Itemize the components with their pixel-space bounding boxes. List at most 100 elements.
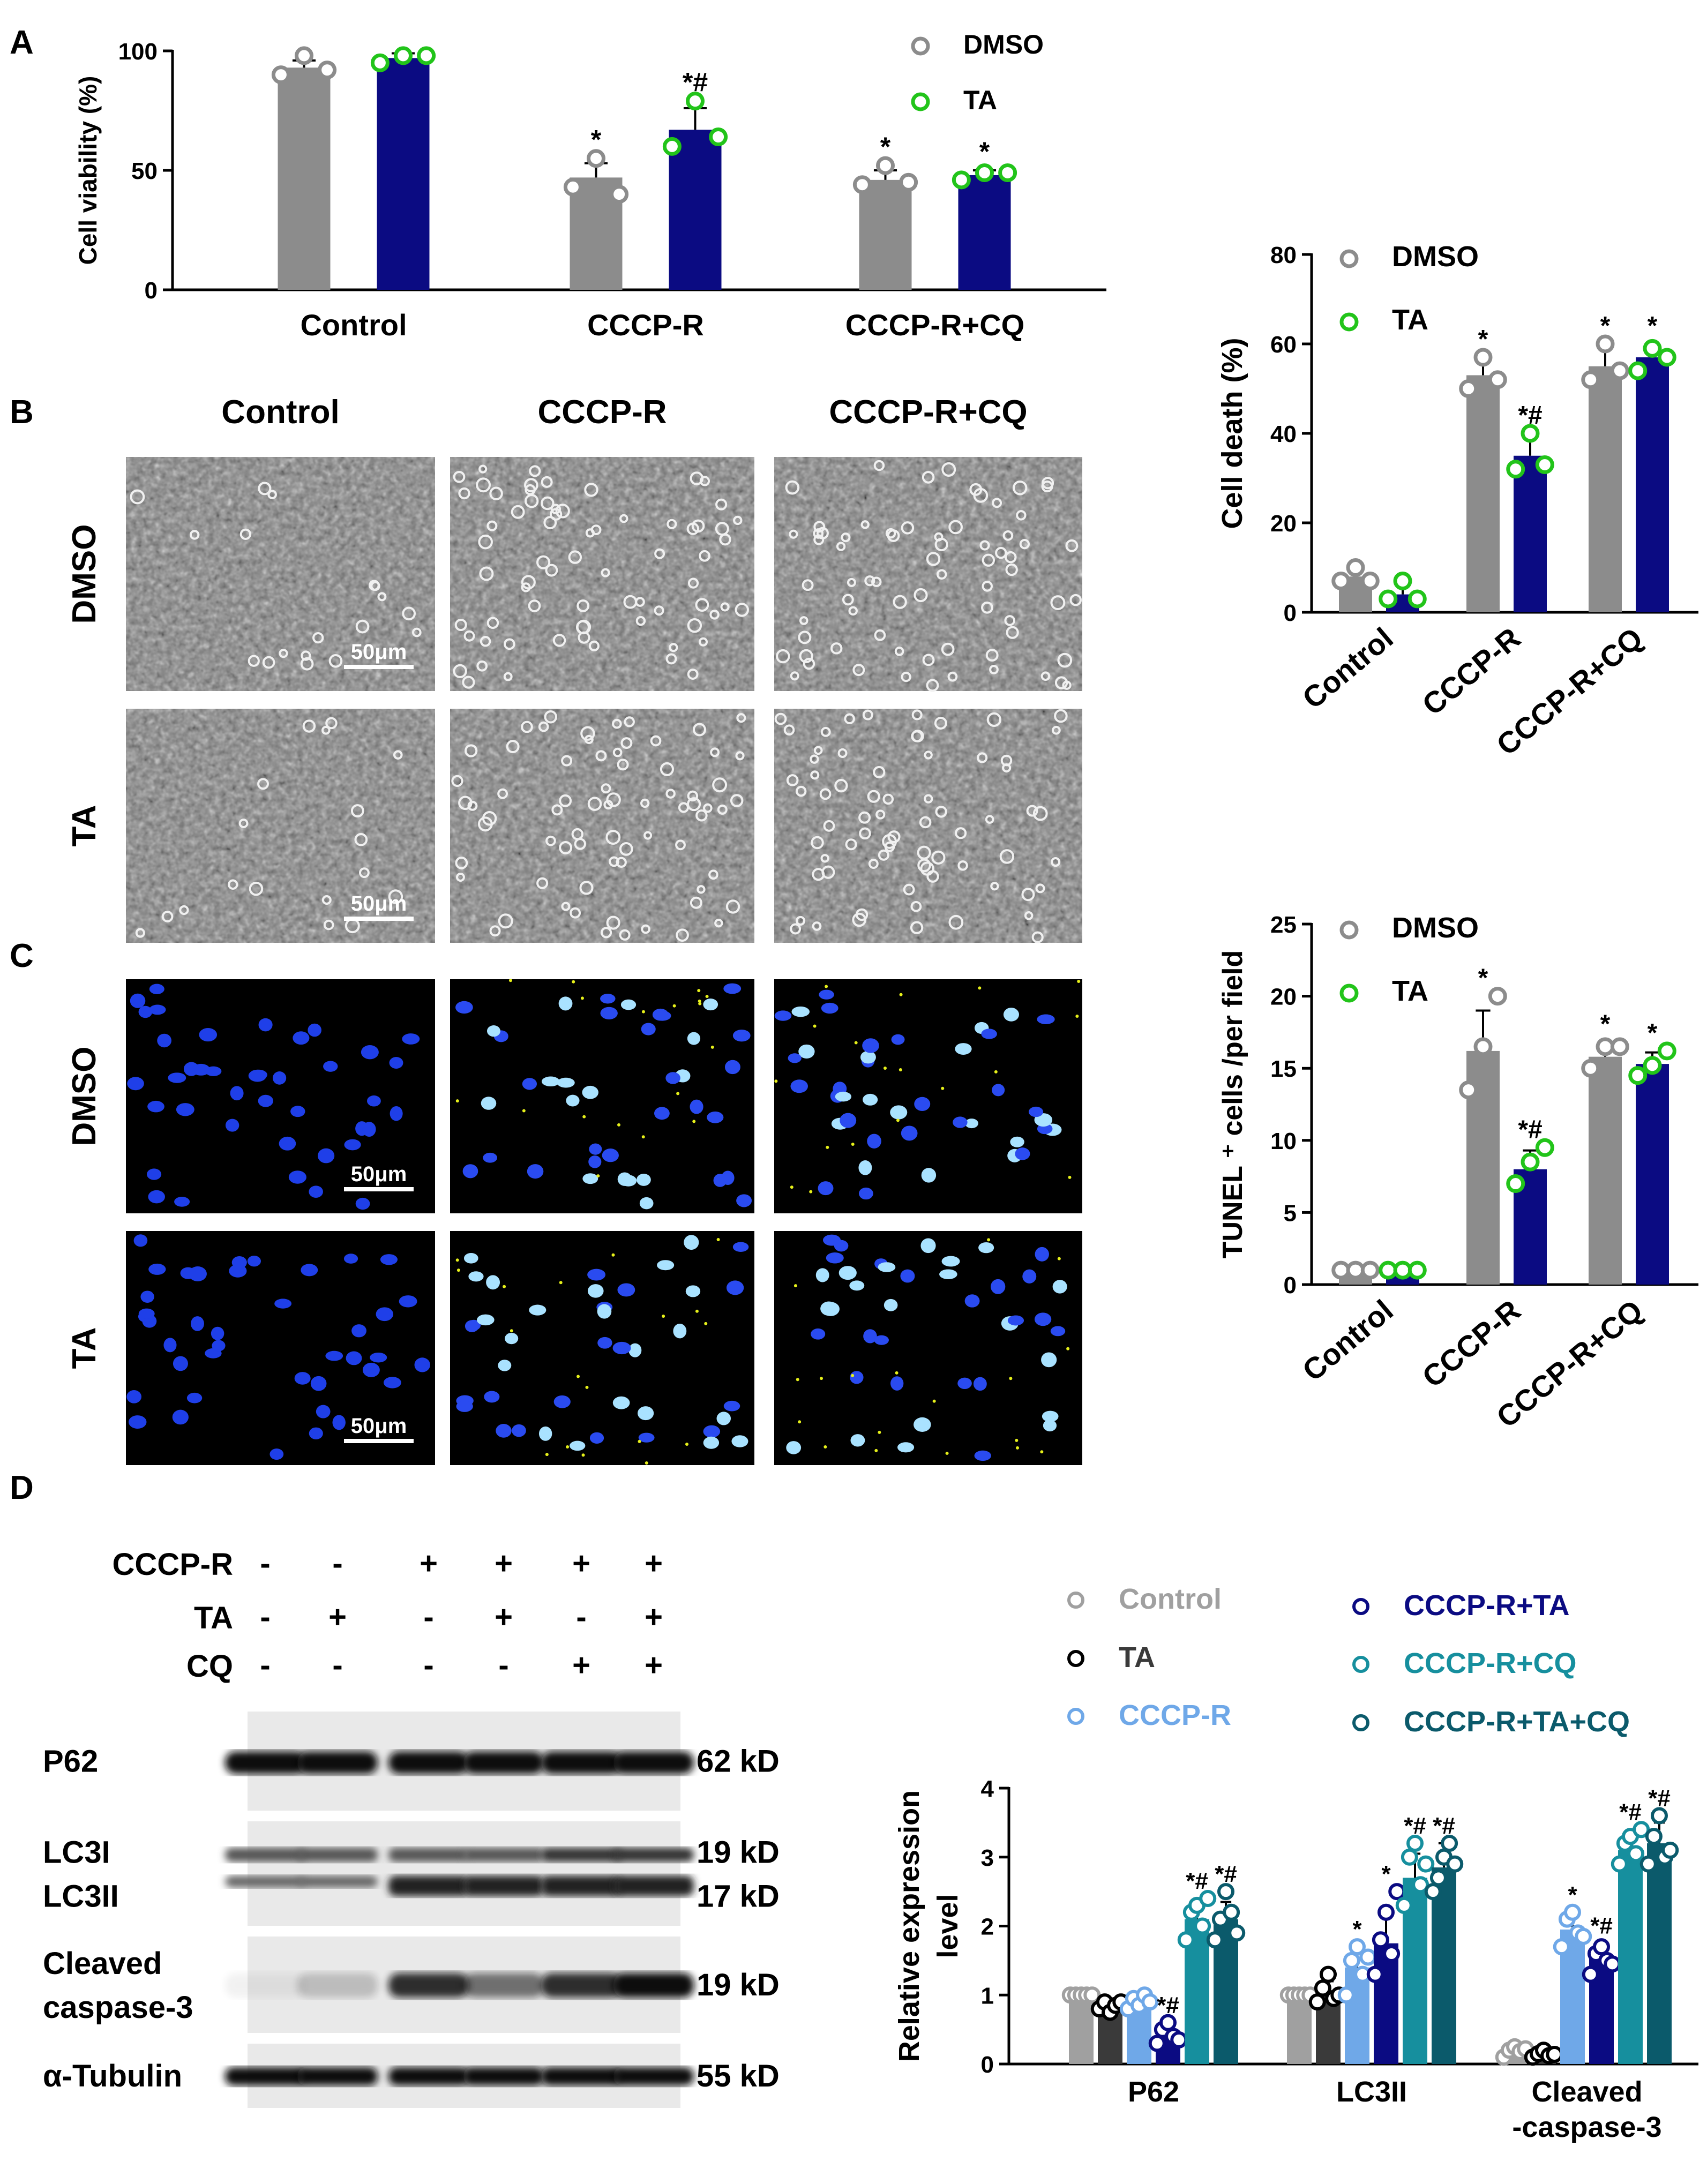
data-point — [1083, 1986, 1101, 2004]
cell — [578, 631, 590, 644]
band — [297, 2067, 378, 2085]
nucleus — [180, 1267, 196, 1279]
nucleus — [149, 984, 164, 994]
significance-label: *# — [1648, 1785, 1671, 1812]
cell — [354, 832, 368, 846]
cell — [860, 520, 870, 529]
data-point — [1610, 1037, 1629, 1056]
cell — [552, 634, 566, 647]
band-label: LC3I — [43, 1835, 110, 1870]
cell — [498, 913, 513, 929]
nucleus — [974, 1450, 991, 1461]
bar — [1514, 455, 1547, 612]
nucleus — [641, 1023, 656, 1035]
tunel-dot — [895, 1371, 899, 1375]
nucleus — [732, 1242, 749, 1252]
nucleus — [657, 1260, 675, 1271]
cell — [802, 579, 814, 591]
nucleus — [212, 1340, 226, 1352]
treatment-sign: - — [498, 1648, 508, 1683]
panel-letter-b: B — [10, 394, 34, 431]
treatment-sign: + — [495, 1546, 513, 1581]
tunel-dot — [883, 1067, 887, 1070]
nucleus — [612, 1341, 631, 1355]
cell — [687, 577, 699, 589]
cell — [836, 542, 846, 551]
cell — [453, 664, 467, 679]
nucleus — [652, 1008, 669, 1021]
data-point — [1521, 424, 1540, 443]
cell — [377, 592, 387, 602]
y-tick-label: 3 — [981, 1845, 994, 1871]
nucleus — [723, 1400, 740, 1412]
nucleus — [1042, 1410, 1059, 1422]
band — [297, 1973, 378, 1998]
micrograph-tile — [126, 979, 435, 1213]
nucleus — [811, 1328, 826, 1340]
cell — [955, 827, 967, 839]
band — [463, 1875, 544, 1896]
nucleus — [462, 1164, 478, 1179]
nucleus — [566, 1094, 580, 1107]
y-tick-label: 1 — [981, 1983, 994, 2009]
data-point — [1473, 1037, 1493, 1056]
cell — [803, 657, 815, 670]
band — [613, 1973, 694, 1998]
tunel-dot — [793, 1284, 797, 1288]
nucleus — [684, 1235, 699, 1250]
cell — [697, 885, 706, 894]
cell — [463, 630, 475, 642]
nucleus — [774, 1010, 792, 1021]
legend-label: CCCP-R+TA+CQ — [1404, 1706, 1630, 1738]
cell — [580, 726, 595, 741]
cell — [612, 718, 622, 729]
bar — [1589, 1056, 1622, 1285]
significance-label: *# — [683, 67, 708, 97]
band-label: LC3II — [43, 1879, 119, 1914]
data-point — [1645, 1828, 1663, 1845]
data-point — [1379, 589, 1398, 609]
cell — [1002, 763, 1012, 773]
bar — [1466, 375, 1500, 612]
cell — [503, 672, 513, 681]
tunel-dot — [662, 1315, 665, 1318]
nucleus — [390, 1106, 403, 1121]
tunel-dot — [522, 1109, 526, 1113]
nucleus — [726, 1280, 744, 1295]
nucleus — [332, 1415, 346, 1430]
data-point — [975, 163, 994, 182]
cell — [620, 737, 633, 749]
legend-label: DMSO — [963, 29, 1044, 59]
nucleus — [920, 1238, 936, 1254]
cell — [635, 616, 646, 626]
data-point — [1424, 1883, 1442, 1901]
x-tick-label: CCCP-R — [1416, 1293, 1526, 1394]
cell — [667, 519, 677, 529]
data-point — [1429, 1869, 1447, 1887]
nucleus — [308, 1023, 321, 1037]
cell — [715, 522, 729, 536]
cell — [665, 653, 677, 665]
nucleus — [325, 1350, 343, 1361]
nucleus — [815, 1268, 829, 1282]
cell — [790, 671, 799, 681]
nucleus — [731, 1435, 748, 1447]
cell — [867, 790, 880, 803]
treatment-label: CCCP-R — [112, 1547, 233, 1582]
cell — [977, 752, 988, 763]
cell — [819, 788, 832, 800]
cell — [665, 789, 676, 799]
cell — [676, 928, 689, 942]
cell — [730, 794, 744, 807]
tunel-dot — [577, 1375, 580, 1378]
micrograph-texture — [774, 457, 1082, 691]
nucleus — [414, 1357, 430, 1372]
cell — [798, 631, 812, 644]
micrograph-texture — [450, 709, 754, 943]
data-point — [998, 163, 1017, 182]
cell — [1031, 931, 1044, 943]
cell — [858, 811, 871, 824]
cell — [584, 483, 598, 497]
nucleus — [914, 1417, 931, 1432]
cell — [842, 594, 854, 606]
